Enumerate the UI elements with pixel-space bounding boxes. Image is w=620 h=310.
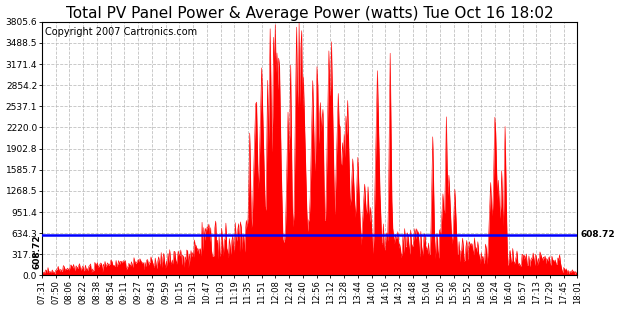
Title: Total PV Panel Power & Average Power (watts) Tue Oct 16 18:02: Total PV Panel Power & Average Power (wa…	[66, 6, 554, 20]
Text: 608.72: 608.72	[32, 235, 41, 269]
Text: 608.72: 608.72	[580, 230, 614, 239]
Text: Copyright 2007 Cartronics.com: Copyright 2007 Cartronics.com	[45, 27, 197, 37]
